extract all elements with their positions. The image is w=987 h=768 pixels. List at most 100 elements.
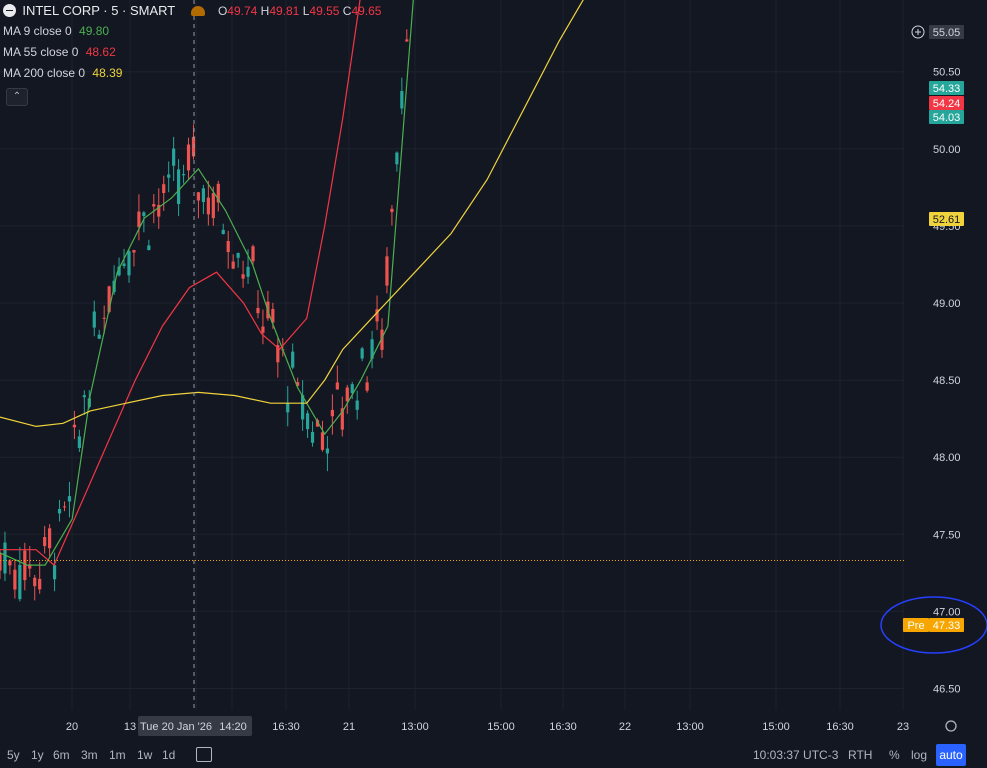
time-tick-label: 23 [897, 721, 909, 733]
timeframe-1m[interactable]: 1m [109, 748, 126, 762]
price-tag-ma9: 54.03 [933, 112, 961, 124]
candle-body [201, 188, 206, 202]
candle-body [206, 197, 210, 215]
candle-body [181, 174, 186, 176]
price-tag-pre-bg [929, 618, 964, 632]
price-chart[interactable]: 55.0054.5054.0053.5053.0052.5052.0051.50… [0, 0, 987, 742]
candle-body [335, 382, 339, 390]
candle-body [196, 192, 201, 201]
candle-body [176, 169, 181, 205]
symbol-title[interactable]: INTEL CORP · 5 · SMART [22, 3, 176, 18]
percent-toggle[interactable]: % [889, 748, 900, 762]
candle-body [231, 261, 235, 269]
candle-body [0, 553, 2, 571]
candle-body [246, 266, 250, 277]
candle-body [127, 251, 131, 276]
candle-body [226, 241, 230, 253]
ma200-label: MA 200 close 0 [3, 66, 86, 80]
candle-body [132, 250, 136, 253]
ohlc-high-label: H [260, 4, 270, 18]
timeframe-1d[interactable]: 1d [162, 748, 176, 762]
price-tags: 55.05 54.33 54.24 54.03 52.61 Pre 47.33 [903, 25, 964, 632]
ma200-row[interactable]: MA 200 close 0 48.39 [3, 63, 122, 84]
candle-body [390, 208, 394, 213]
candle-body [62, 506, 67, 508]
candle-body [137, 211, 141, 228]
timeframe-1w[interactable]: 1w [137, 748, 153, 762]
intel-logo-icon [3, 4, 16, 17]
ohlc-open-label: O [217, 4, 228, 18]
timeframe-3m[interactable]: 3m [81, 748, 98, 762]
calendar-goto-icon[interactable] [196, 747, 212, 762]
plus-circle-icon[interactable] [911, 25, 925, 39]
candle-body [291, 351, 295, 368]
session-rth[interactable]: RTH [848, 748, 873, 762]
pre-label: Pre [907, 620, 924, 632]
time-tick-label: 16:30 [272, 721, 300, 733]
candle-body [405, 39, 409, 42]
candle-body [216, 183, 220, 203]
price-tag-last-bg [929, 81, 964, 95]
candle-body [385, 256, 389, 286]
candle-body [142, 212, 146, 216]
symbol-row[interactable]: INTEL CORP · 5 · SMART O49.74 H49.81 L49… [3, 0, 381, 22]
candle-body [395, 152, 399, 165]
candle-body [256, 307, 260, 314]
timeframe-5y[interactable]: 5y [7, 748, 20, 762]
price-tag-last: 54.33 [933, 83, 961, 95]
candle-body [286, 403, 290, 413]
ma9-row[interactable]: MA 9 close 0 49.80 [3, 21, 109, 42]
clock-display[interactable]: 10:03:37 UTC-3 [753, 748, 839, 762]
candle-body [172, 148, 176, 166]
candle-body [380, 329, 384, 350]
price-tick-label: 46.50 [933, 684, 961, 696]
price-tag-ma55-bg [929, 96, 964, 110]
legend-collapse-button[interactable]: ⌃ [6, 88, 28, 106]
candle-body [18, 564, 22, 600]
candle-body [13, 569, 17, 590]
moving-average-lines [0, 0, 584, 567]
candle-body [57, 509, 62, 514]
log-toggle[interactable]: log [911, 748, 928, 762]
candle-body [82, 395, 86, 398]
candle-body [97, 334, 101, 339]
candle-body [320, 432, 325, 450]
price-tick-label: 47.00 [933, 606, 961, 618]
time-tick-label: 21 [343, 721, 355, 733]
timeframe-1y[interactable]: 1y [31, 748, 44, 762]
candle-body [221, 229, 225, 235]
candlestick-series [0, 29, 409, 602]
gear-icon[interactable] [945, 720, 957, 732]
candle-body [38, 578, 42, 590]
candle-body [33, 577, 37, 587]
price-tick-label: 48.00 [933, 452, 961, 464]
candle-body [8, 560, 12, 566]
time-tick-label: Tue 20 Jan '26 [140, 721, 212, 733]
candle-body [301, 395, 305, 420]
candle-body [191, 136, 196, 157]
candle-body [241, 274, 245, 279]
ohlc-high: 49.81 [269, 4, 300, 18]
candle-body [375, 309, 379, 322]
time-tick-label: 14:20 [219, 721, 247, 733]
ma55-row[interactable]: MA 55 close 0 48.62 [3, 42, 116, 63]
time-tick-label: 13:00 [401, 721, 429, 733]
candle-body [345, 387, 349, 402]
price-tick-label: 49.00 [933, 298, 961, 310]
candle-body [370, 339, 374, 359]
time-tick-label: 15:00 [762, 721, 790, 733]
candle-body [28, 564, 32, 569]
candle-body [152, 204, 156, 207]
auto-scale-toggle[interactable]: auto [936, 744, 966, 766]
candle-body [102, 317, 106, 319]
candle-body [350, 384, 354, 394]
time-tick-label: 16:30 [826, 721, 854, 733]
price-tick-label: 50.50 [933, 67, 961, 79]
time-tick-label: 15:00 [487, 721, 515, 733]
candle-body [122, 263, 126, 267]
price-tick-label: 51.00 [933, 0, 961, 2]
candle-body [276, 345, 280, 363]
timeframe-6m[interactable]: 6m [53, 748, 70, 762]
price-tag-pre: 47.33 [933, 620, 961, 632]
candle-body [43, 537, 47, 547]
